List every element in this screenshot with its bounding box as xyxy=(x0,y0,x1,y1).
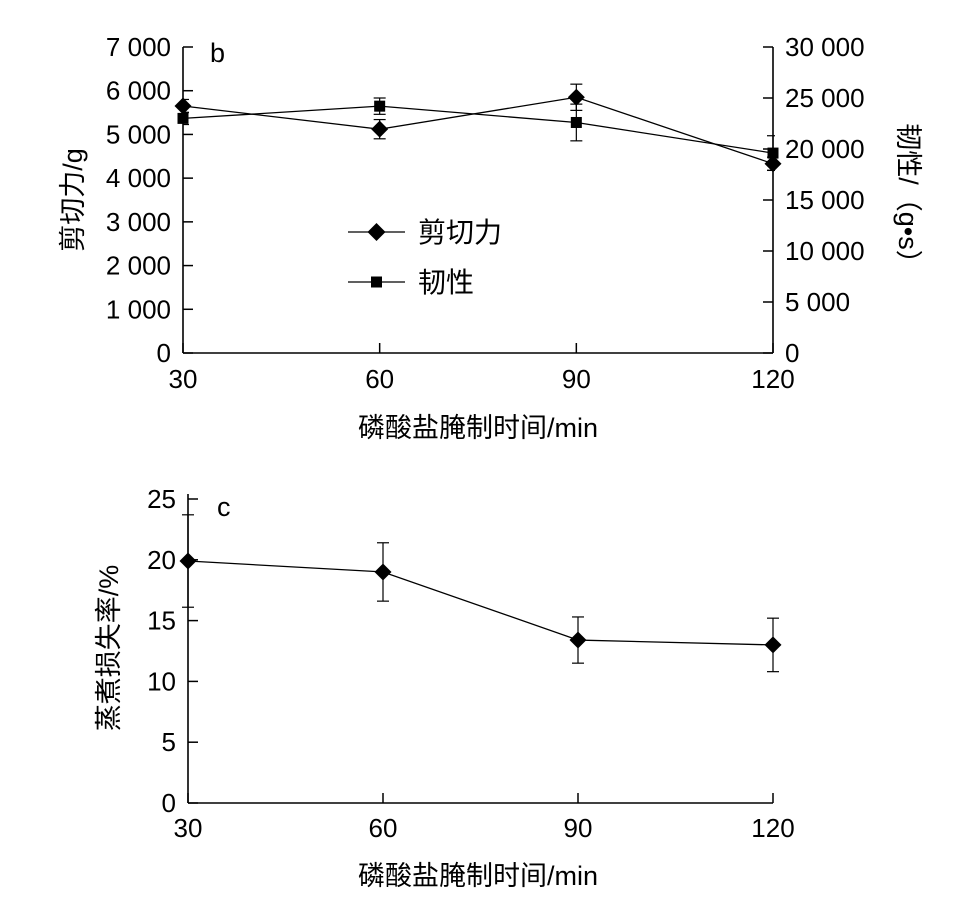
chart-c-markers xyxy=(179,552,782,654)
chart-c-ytick-label: 20 xyxy=(147,545,176,575)
chart-b-ytick-label: 5 000 xyxy=(106,119,171,149)
chart-b-ytick-label: 4 000 xyxy=(106,163,171,193)
chart-c: 0 5 10 15 20 25 30 60 90 120 c 蒸煮损失率/% 磷酸盐腌制时间/m… xyxy=(94,484,795,891)
chart-b-point-0 xyxy=(371,120,389,138)
chart-b-y2tick-label: 15 000 xyxy=(785,185,865,215)
chart-b-xtick-label: 30 xyxy=(169,364,198,394)
chart-c-y-ticks: 0 5 10 15 20 25 xyxy=(147,484,198,818)
chart-b-series-line-1 xyxy=(182,105,774,154)
chart-b-xlabel: 磷酸盐腌制时间/min xyxy=(358,413,598,443)
chart-b-y2tick-label: 10 000 xyxy=(785,236,865,266)
chart-b-xtick-label: 90 xyxy=(562,364,591,394)
chart-b-point-1 xyxy=(374,100,386,112)
chart-b: 0 1 000 2 000 3 000 4 000 5 000 6 000 7 000 0 5 … xyxy=(58,32,923,443)
chart-c-ytick-label: 5 xyxy=(162,727,176,757)
chart-c-point xyxy=(374,563,392,581)
chart-b-y2label: 韧性/（g•s） xyxy=(893,123,923,276)
legend-marker-toughness xyxy=(371,276,382,288)
chart-b-y2tick-label: 5 000 xyxy=(785,287,850,317)
chart-c-x-ticks: 30 60 90 120 xyxy=(174,793,795,843)
chart-c-ylabel: 蒸煮损失率/% xyxy=(94,565,124,732)
chart-b-ylabel: 剪切力/g xyxy=(58,148,88,252)
chart-c-ytick-label: 10 xyxy=(147,666,176,696)
chart-c-xlabel: 磷酸盐腌制时间/min xyxy=(358,861,598,891)
chart-b-ytick-label: 3 000 xyxy=(106,207,171,237)
chart-c-series-line-0 xyxy=(187,560,774,646)
chart-b-y2tick-label: 25 000 xyxy=(785,83,865,113)
legend-label-shear: 剪切力 xyxy=(418,217,502,248)
chart-b-series-line-0 xyxy=(182,96,774,165)
chart-c-xtick-label: 90 xyxy=(564,813,593,843)
legend-marker-shear xyxy=(367,223,386,241)
chart-c-xtick-label: 60 xyxy=(369,813,398,843)
chart-c-point xyxy=(764,636,782,654)
chart-c-xtick-label: 120 xyxy=(751,813,794,843)
chart-b-markers xyxy=(174,88,782,173)
legend-label-toughness: 韧性 xyxy=(418,267,474,298)
chart-b-errorbars xyxy=(183,83,775,172)
chart-b-x-ticks: 30 60 90 120 xyxy=(169,343,795,394)
chart-b-right-ticks: 0 5 000 10 000 15 000 20 000 25 000 30 000 xyxy=(763,32,865,368)
chart-b-xtick-label: 60 xyxy=(365,364,394,394)
chart-b-point-0 xyxy=(567,88,585,106)
chart-b-ytick-label: 1 000 xyxy=(106,294,171,324)
chart-c-ytick-label: 25 xyxy=(147,484,176,514)
chart-b-ytick-label: 7 000 xyxy=(106,32,171,62)
chart-c-point xyxy=(569,631,587,649)
chart-b-left-ticks: 0 1 000 2 000 3 000 4 000 5 000 6 000 7 000 xyxy=(106,32,193,368)
chart-b-series-lines xyxy=(182,96,774,165)
chart-b-panel-label: b xyxy=(210,38,225,68)
chart-c-ytick-label: 0 xyxy=(162,788,176,818)
chart-b-legend: 剪切力 韧性 xyxy=(348,217,502,298)
chart-c-panel-label: c xyxy=(217,492,231,522)
chart-c-ytick-label: 15 xyxy=(147,606,176,636)
chart-b-y2tick-label: 30 000 xyxy=(785,32,865,62)
chart-b-point-1 xyxy=(570,116,582,128)
chart-b-xtick-label: 120 xyxy=(751,364,794,394)
chart-c-errorbars xyxy=(182,514,779,673)
chart-b-y2tick-label: 0 xyxy=(785,338,799,368)
chart-c-xtick-label: 30 xyxy=(174,813,203,843)
chart-b-ytick-label: 0 xyxy=(157,338,171,368)
chart-b-ytick-label: 2 000 xyxy=(106,251,171,281)
chart-b-ytick-label: 6 000 xyxy=(106,76,171,106)
chart-b-y2tick-label: 20 000 xyxy=(785,134,865,164)
chart-c-series-lines xyxy=(187,560,774,646)
